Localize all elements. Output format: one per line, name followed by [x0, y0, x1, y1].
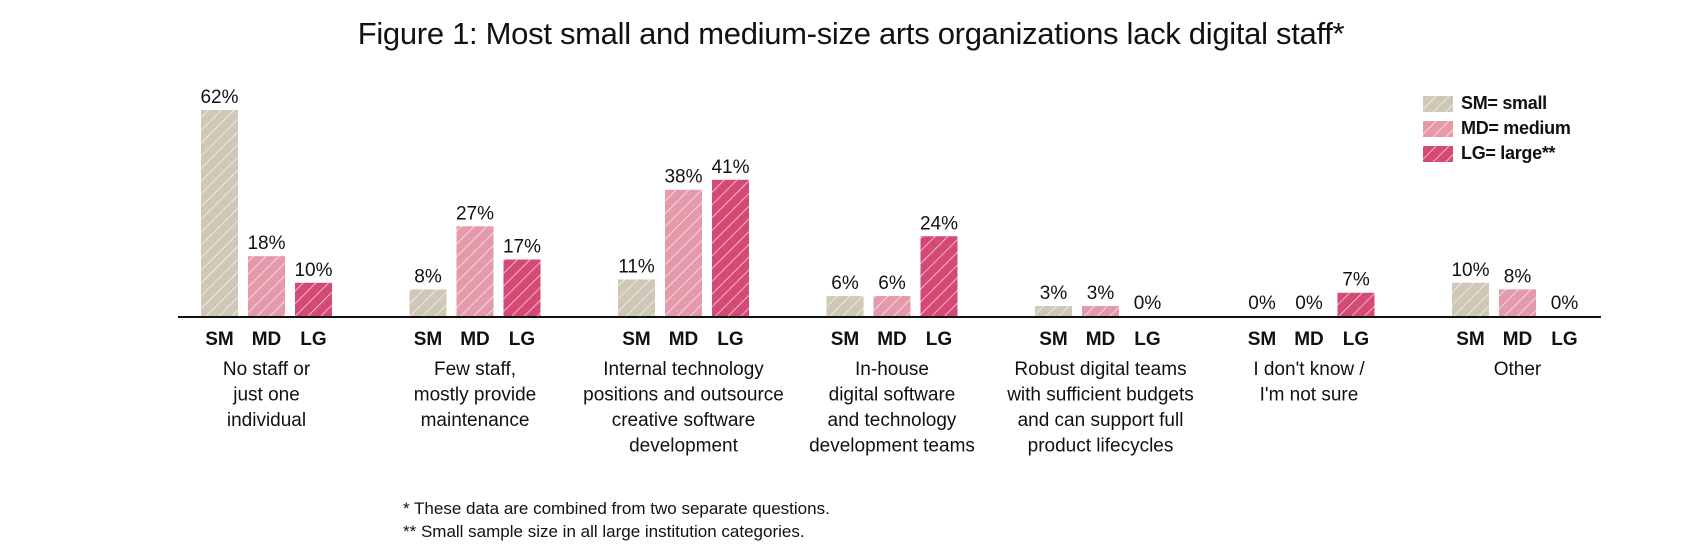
bar-g4-medium — [873, 296, 911, 316]
series-code-label-g3-small: SM — [622, 329, 651, 350]
legend-swatch-medium — [1423, 120, 1453, 137]
category-label-g7-line1: Other — [1494, 359, 1542, 380]
category-label-g2-line2: mostly provide — [414, 385, 537, 406]
bars-layer — [201, 110, 1536, 316]
footnote-small-sample: ** Small sample size in all large instit… — [403, 522, 805, 541]
value-label-g6-small: 0% — [1248, 293, 1276, 314]
series-code-label-g7-small: SM — [1456, 329, 1485, 350]
legend-swatch-small — [1423, 95, 1453, 112]
category-label-g6-line2: I'm not sure — [1260, 385, 1359, 406]
category-label-g1-line2: just one — [232, 385, 300, 406]
category-label-g3-line2: positions and outsource — [583, 385, 784, 406]
category-label-g5-line1: Robust digital teams — [1014, 359, 1186, 380]
category-label-g5-line3: and can support full — [1018, 410, 1184, 431]
category-label-g1-line1: No staff or — [223, 359, 311, 380]
bar-g1-large — [295, 282, 332, 316]
bar-g4-small — [826, 296, 864, 316]
value-label-g4-large: 24% — [920, 213, 958, 234]
legend-label-large: LG= large** — [1461, 143, 1556, 163]
value-label-g4-medium: 6% — [878, 273, 906, 294]
series-code-label-g1-large: LG — [300, 329, 326, 350]
series-code-label-g2-small: SM — [414, 329, 443, 350]
series-code-label-g5-small: SM — [1039, 329, 1068, 350]
value-label-g6-medium: 0% — [1295, 293, 1323, 314]
series-code-label-g4-medium: MD — [877, 329, 907, 350]
value-label-g3-small: 11% — [618, 256, 655, 277]
series-code-label-g5-large: LG — [1134, 329, 1160, 350]
footnotes: * These data are combined from two separ… — [403, 497, 830, 543]
series-code-label-g3-large: LG — [717, 329, 743, 350]
legend-label-small: SM= small — [1461, 93, 1547, 113]
bar-g5-small — [1035, 306, 1072, 316]
series-code-label-g2-medium: MD — [460, 329, 490, 350]
legend-label-medium: MD= medium — [1461, 118, 1571, 138]
bar-g4-large — [920, 236, 958, 316]
bar-g2-medium — [456, 226, 494, 316]
category-label-g6-line1: I don't know / — [1253, 359, 1365, 380]
bar-g3-large — [712, 179, 749, 316]
footnote-combined-questions: * These data are combined from two separ… — [403, 499, 830, 518]
category-label-g5-line4: product lifecycles — [1028, 436, 1174, 457]
value-label-g7-large: 0% — [1551, 293, 1579, 314]
bar-g6-large — [1337, 292, 1375, 316]
bar-g7-medium — [1499, 289, 1536, 316]
category-label-g2-line1: Few staff, — [434, 359, 516, 380]
value-label-g3-large: 41% — [711, 157, 749, 178]
bar-g3-small — [618, 279, 655, 316]
value-label-g1-medium: 18% — [247, 233, 285, 254]
category-label-g2-line3: maintenance — [421, 410, 530, 431]
category-label-g3-line4: development — [629, 436, 739, 457]
series-code-label-g3-medium: MD — [669, 329, 699, 350]
value-label-g5-small: 3% — [1040, 283, 1068, 304]
bar-g1-small — [201, 110, 238, 316]
legend-swatch-large — [1423, 145, 1453, 162]
value-label-g3-medium: 38% — [664, 167, 702, 188]
series-code-label-g6-large: LG — [1343, 329, 1369, 350]
value-label-g2-medium: 27% — [456, 203, 494, 224]
series-code-label-g2-large: LG — [509, 329, 535, 350]
value-label-g1-small: 62% — [200, 87, 238, 108]
series-code-label-g5-medium: MD — [1086, 329, 1116, 350]
series-code-label-g1-small: SM — [205, 329, 234, 350]
category-label-g1-line3: individual — [227, 410, 306, 431]
labels-layer: 62% SM 18% MD 10% LG No staff or just one indivi… — [200, 87, 1578, 457]
category-label-g5-line2: with sufficient budgets — [1006, 385, 1194, 406]
value-label-g7-small: 10% — [1451, 260, 1489, 281]
series-code-label-g7-medium: MD — [1503, 329, 1533, 350]
bar-g2-large — [503, 259, 541, 316]
series-code-label-g1-medium: MD — [252, 329, 282, 350]
category-label-g4-line3: and technology — [828, 410, 957, 431]
series-code-label-g6-medium: MD — [1294, 329, 1324, 350]
legend-item-medium: MD= medium — [1423, 116, 1571, 141]
category-label-g4-line4: development teams — [809, 436, 975, 457]
series-code-label-g7-large: LG — [1551, 329, 1577, 350]
category-label-g4-line1: In-house — [855, 359, 929, 380]
value-label-g7-medium: 8% — [1504, 266, 1532, 287]
legend: SM= small MD= medium LG= large** — [1423, 91, 1571, 166]
bar-g2-small — [409, 289, 447, 316]
category-label-g3-line3: creative software — [612, 410, 756, 431]
bar-g1-medium — [248, 256, 285, 316]
value-label-g5-large: 0% — [1134, 293, 1162, 314]
value-label-g2-large: 17% — [503, 237, 541, 258]
value-label-g2-small: 8% — [414, 266, 442, 287]
bar-g7-small — [1452, 282, 1489, 316]
value-label-g1-large: 10% — [294, 260, 332, 281]
bar-g3-medium — [665, 189, 702, 316]
bar-g5-medium — [1082, 306, 1119, 316]
legend-item-small: SM= small — [1423, 91, 1571, 116]
series-code-label-g4-small: SM — [831, 329, 860, 350]
category-label-g4-line2: digital software — [829, 385, 956, 406]
legend-item-large: LG= large** — [1423, 141, 1571, 166]
category-label-g3-line1: Internal technology — [603, 359, 764, 380]
value-label-g5-medium: 3% — [1087, 283, 1115, 304]
value-label-g6-large: 7% — [1342, 270, 1370, 291]
series-code-label-g4-large: LG — [926, 329, 952, 350]
value-label-g4-small: 6% — [831, 273, 859, 294]
series-code-label-g6-small: SM — [1248, 329, 1277, 350]
chart-title: Figure 1: Most small and medium-size art… — [357, 16, 1345, 51]
